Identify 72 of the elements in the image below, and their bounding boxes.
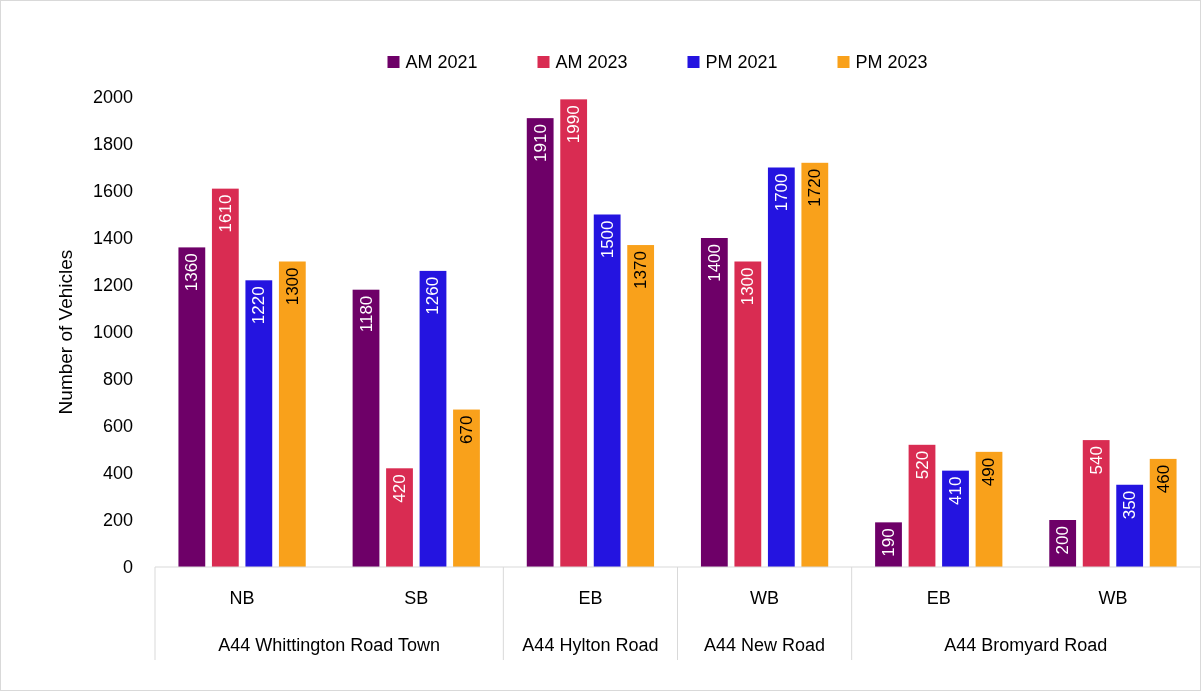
y-tick-label: 2000 [92,87,133,107]
data-label: 350 [1120,490,1140,520]
bar [627,245,655,567]
legend-label: AM 2021 [405,52,478,72]
x-tick-label: NB [229,588,255,608]
y-tick-label: 1200 [92,275,133,295]
y-tick-label: 1600 [92,181,133,201]
bar [419,270,447,567]
data-label: 670 [456,415,476,444]
data-label: 1400 [704,244,724,282]
data-label: 1360 [182,253,202,292]
y-tick-label: 200 [102,510,133,530]
bar [560,99,588,567]
data-label: 410 [946,476,965,506]
data-label: 200 [1053,526,1073,555]
y-tick-label: 600 [102,416,133,436]
bar [801,162,829,567]
bar [1082,440,1110,567]
data-label: 1300 [282,267,302,306]
x-tick-label: WB [750,588,780,608]
bar [908,444,936,567]
data-label: 1260 [423,276,443,315]
y-tick-label: 1800 [92,134,133,154]
bar [942,470,969,567]
x-tick-label: EB [578,588,603,608]
legend-label: PM 2023 [855,52,928,72]
data-label: 1180 [356,295,376,333]
bar [1149,458,1177,567]
bar [767,167,795,567]
data-label: 1910 [530,124,550,162]
data-label: 1990 [564,105,584,144]
data-label: 1610 [215,194,235,233]
data-label: 1300 [738,267,758,306]
bar [352,289,380,567]
y-tick-label: 800 [102,369,133,389]
data-label: 1720 [805,168,825,207]
legend-label: PM 2021 [705,52,778,72]
text: A44 Hylton Road [522,635,659,655]
x-tick-label: EB [926,588,951,608]
bar [453,409,480,567]
data-label: 460 [1153,464,1173,494]
y-tick-label: 400 [102,463,133,483]
y-tick-label: 1400 [92,228,133,248]
data-label: 1220 [249,286,269,325]
y-tick-label: 0 [122,557,133,577]
bar [278,261,306,567]
bar [734,261,762,567]
data-label: 520 [912,450,932,480]
text: A44 Bromyard Road [944,635,1108,655]
data-label: 420 [390,474,409,503]
bar [593,214,621,567]
bar [975,451,1003,567]
data-label: 540 [1086,446,1106,475]
data-label: 1500 [597,220,617,259]
bar [178,247,206,567]
data-label: 190 [879,528,899,557]
bar [526,118,554,567]
bar [245,280,273,567]
data-label: 490 [979,457,999,487]
x-tick-label: WB [1098,588,1128,608]
bar [386,468,413,567]
bar [211,188,239,567]
y-axis-title: Number of Vehicles [55,249,76,415]
text: A44 New Road [704,635,826,655]
data-label: 1370 [631,251,651,289]
text: A44 Whittington Road Town [218,635,441,655]
bar [1116,484,1144,567]
bar [700,238,728,567]
x-tick-label: SB [404,588,429,608]
y-tick-label: 1000 [92,322,133,342]
data-label: 1700 [771,173,791,212]
legend-label: AM 2023 [555,52,628,72]
